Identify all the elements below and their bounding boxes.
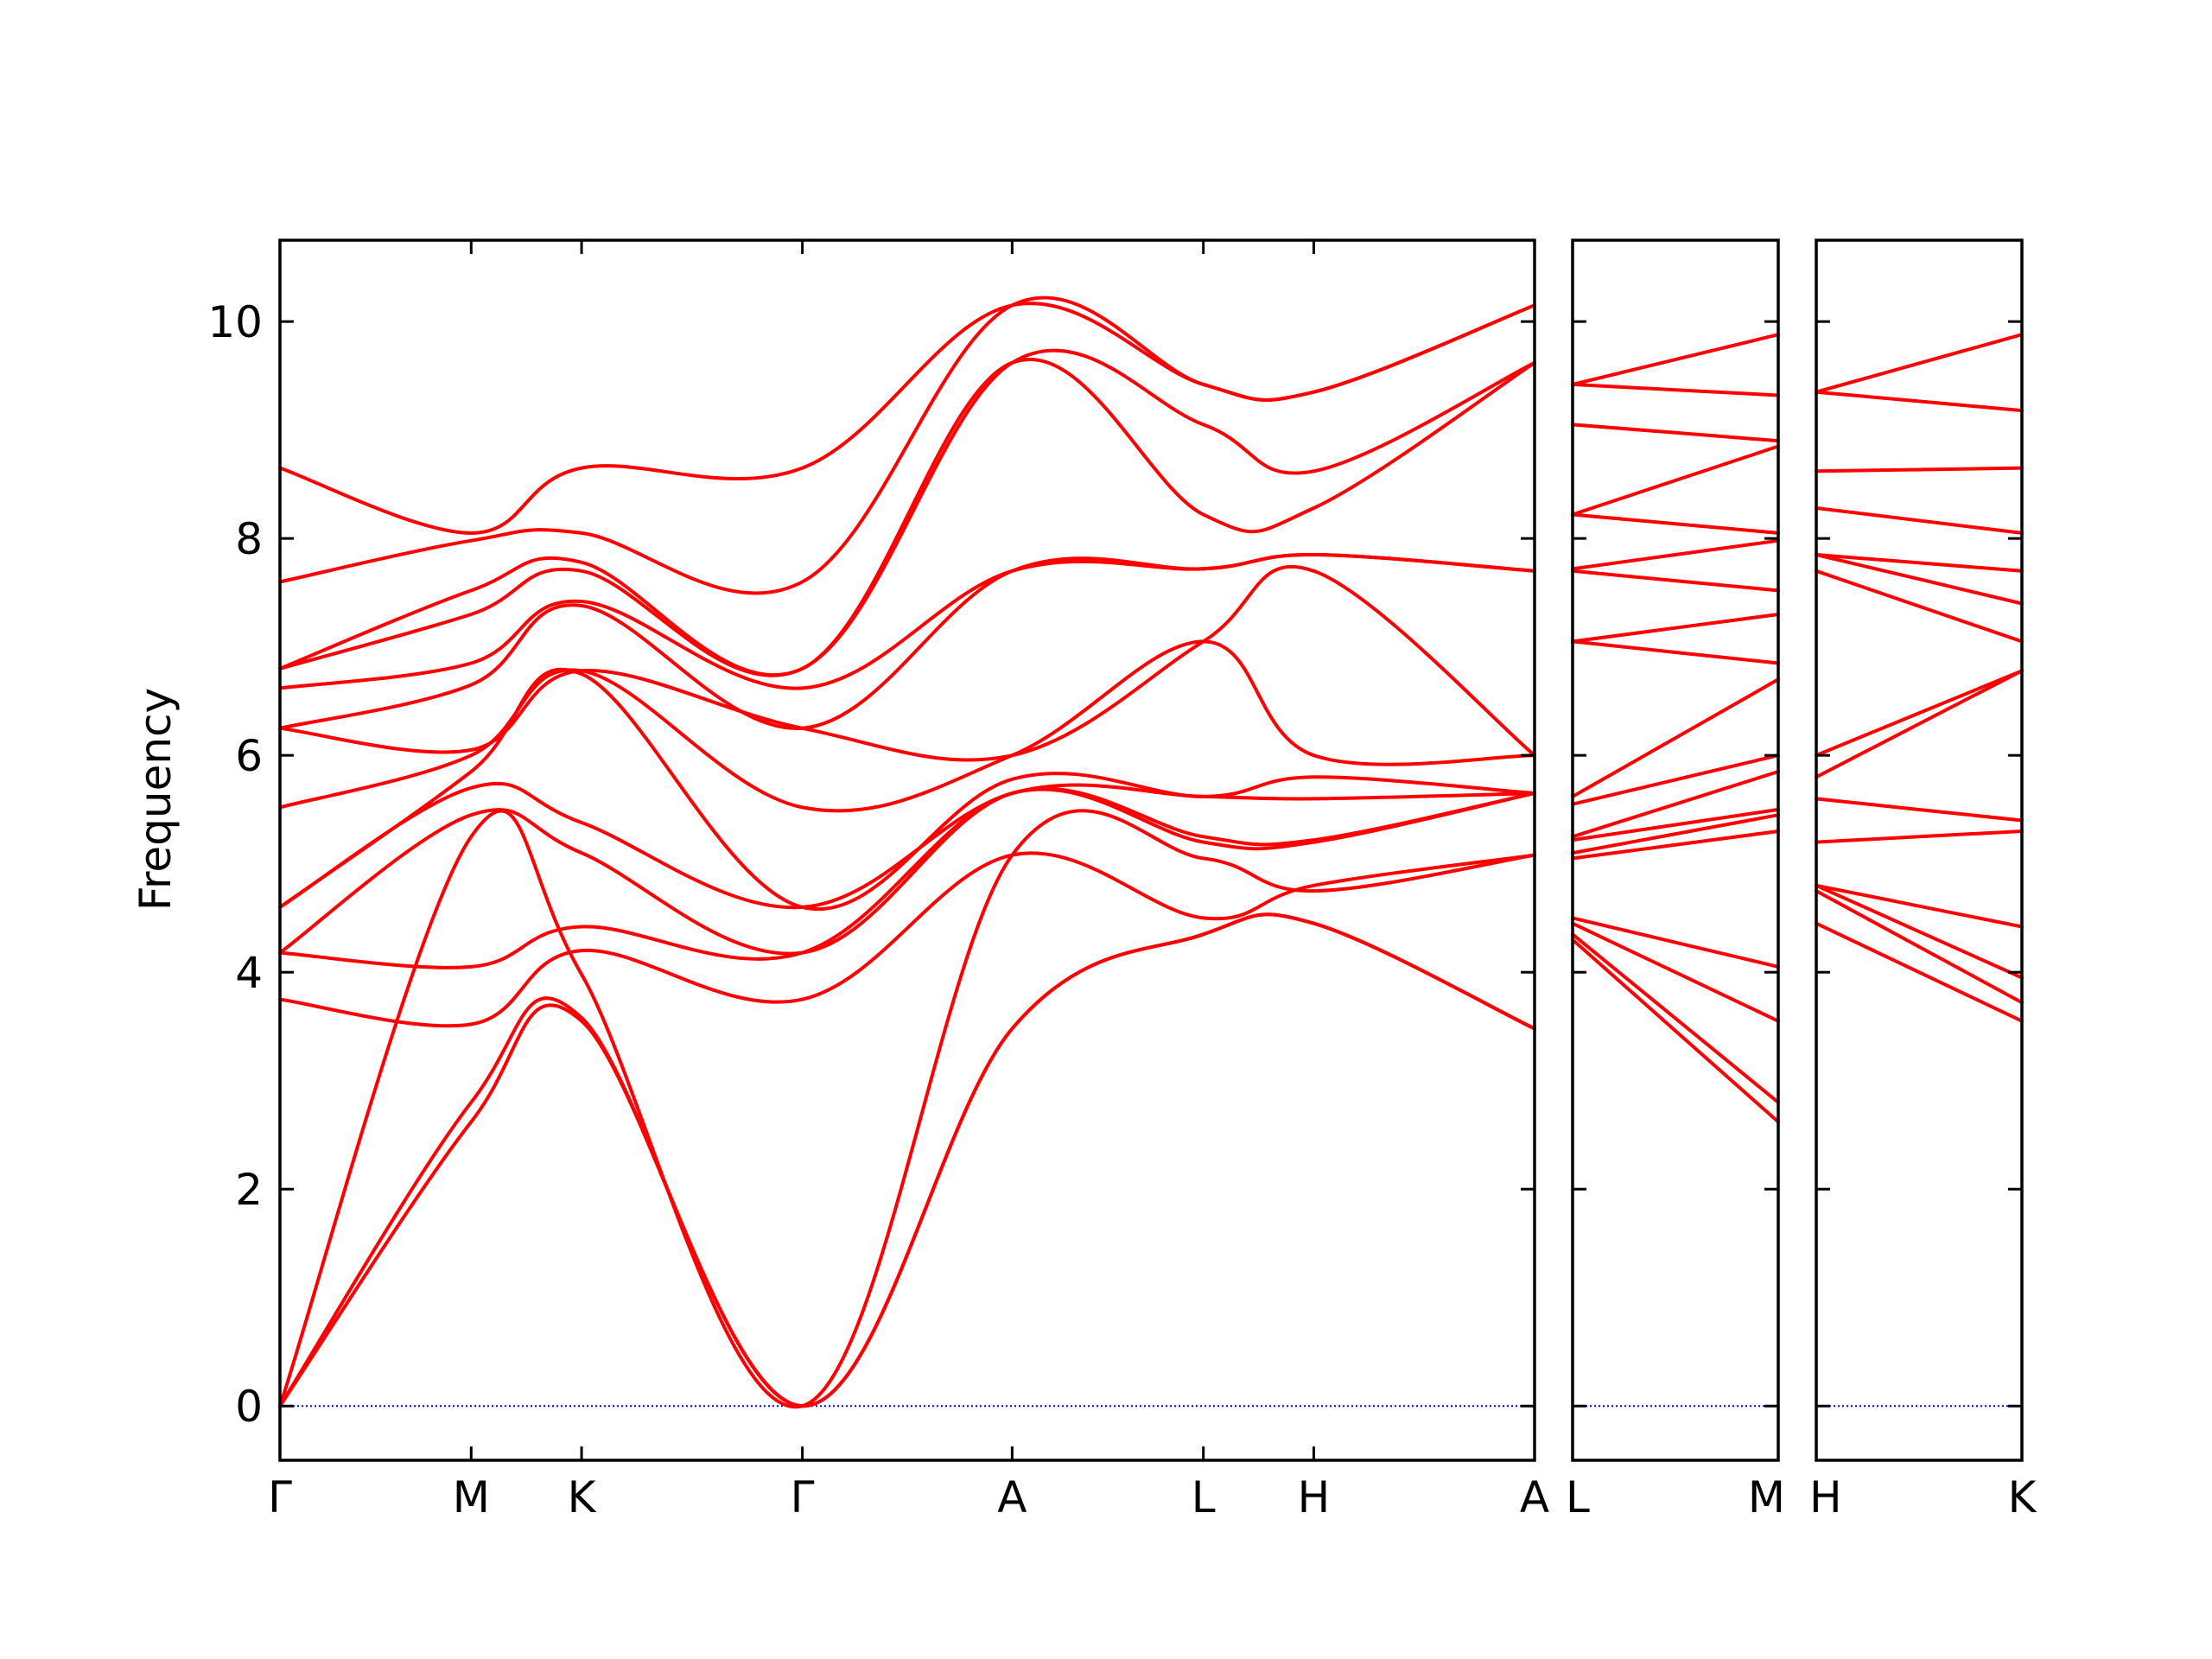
band-line-9: [1571, 753, 1780, 806]
band-line-4: [1815, 883, 2024, 929]
band-line-1: [1815, 921, 2024, 1023]
band-line-5: [1815, 830, 2024, 844]
band-line-17: [1571, 423, 1780, 443]
bands: [1571, 333, 1780, 1124]
band-line-14: [278, 348, 1536, 677]
bands: [1815, 333, 2024, 1023]
x-tick-label: M: [1748, 1472, 1785, 1522]
band-line-13: [278, 358, 1536, 677]
band-line-6: [1815, 797, 2024, 823]
band-line-3: [278, 809, 1536, 1409]
band-line-9: [278, 639, 1536, 813]
x-tick-label: K: [568, 1472, 597, 1522]
panel-frame: [1571, 238, 1780, 1462]
band-line-12: [1571, 613, 1780, 644]
x-tick-label: H: [1298, 1472, 1331, 1522]
band-line-14: [1571, 538, 1780, 571]
band-line-15: [1815, 333, 2024, 394]
band-line-5: [278, 787, 1536, 969]
band-line-8: [1571, 770, 1780, 839]
band-line-7: [278, 781, 1536, 910]
band-line-8: [278, 667, 1536, 911]
band-line-8: [1815, 669, 2024, 758]
x-tick-label: L: [1566, 1472, 1590, 1522]
band-line-11: [1571, 639, 1780, 665]
band-line-19: [1571, 333, 1780, 386]
x-tick-label: L: [1192, 1472, 1216, 1522]
x-tick-label: K: [2008, 1472, 2037, 1522]
band-line-7: [1571, 807, 1780, 842]
band-line-13: [1815, 466, 2024, 474]
panel-frame: [278, 238, 1536, 1462]
bands: [278, 296, 1536, 1409]
band-line-15: [1571, 512, 1780, 535]
band-line-14: [1815, 390, 2024, 413]
x-tick-label: A: [1520, 1472, 1549, 1522]
band-line-3: [1571, 921, 1780, 1023]
band-line-12: [1815, 506, 2024, 535]
band-line-6: [278, 786, 1536, 956]
band-line-10: [1571, 677, 1780, 798]
band-line-7: [1815, 669, 2024, 779]
band-line-16: [1571, 444, 1780, 517]
band-line-4: [278, 851, 1536, 1028]
x-tick-label: M: [453, 1472, 490, 1522]
y-tick-label: 0: [235, 1382, 263, 1432]
y-tick-label: 4: [235, 948, 263, 998]
x-tick-label: Γ: [791, 1472, 815, 1522]
band-line-15: [278, 296, 1536, 595]
band-line-13: [1571, 569, 1780, 593]
band-line-4: [1571, 916, 1780, 969]
band-line-6: [1571, 813, 1780, 855]
band-line-2: [1571, 932, 1780, 1104]
y-tick-labels: 0 2 4 6 8 10: [207, 297, 263, 1432]
band-line-5: [1571, 830, 1780, 861]
y-tick-label: 8: [235, 514, 263, 564]
y-tick-label: 6: [235, 731, 263, 781]
band-line-2: [1815, 889, 2024, 1005]
band-line-2: [278, 912, 1536, 1408]
band-line-11: [278, 552, 1536, 730]
y-tick-label: 10: [207, 297, 263, 347]
band-line-9: [1815, 569, 2024, 644]
panel-frame: [1815, 238, 2024, 1462]
x-tick-label: A: [997, 1472, 1027, 1522]
x-tick-label: Γ: [268, 1472, 292, 1522]
y-axis-title: Frequency: [130, 688, 181, 911]
band-line-1: [1571, 938, 1780, 1124]
band-line-11: [1815, 553, 2024, 573]
band-line-10: [278, 564, 1536, 762]
x-tick-label: H: [1809, 1472, 1842, 1522]
band-line-16: [278, 302, 1536, 535]
band-line-12: [278, 552, 1536, 690]
band-line-10: [1815, 553, 2024, 606]
band-line-3: [1815, 883, 2024, 980]
y-tick-label: 2: [235, 1165, 263, 1215]
band-line-18: [1571, 382, 1780, 397]
